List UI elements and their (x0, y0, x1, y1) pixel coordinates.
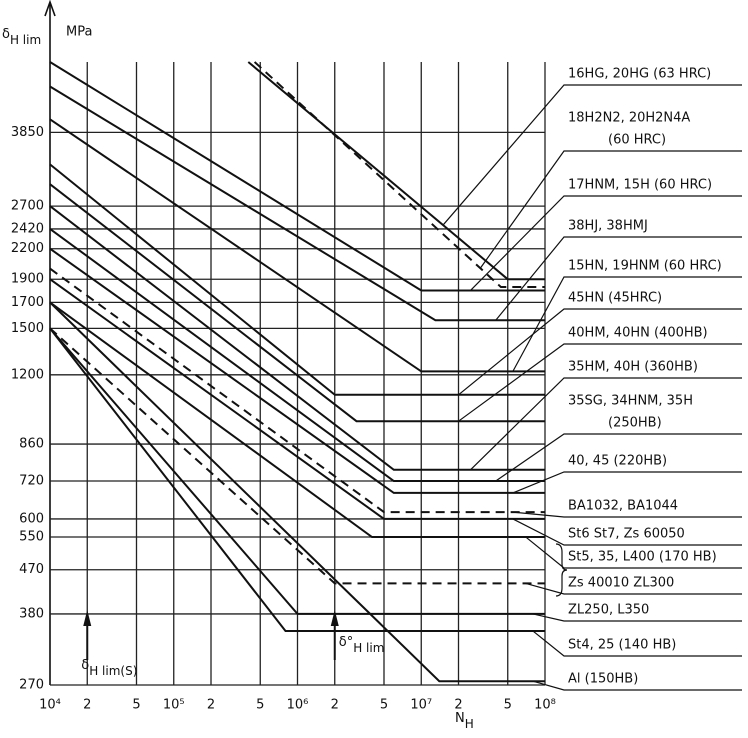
series-label: Al (150HB) (568, 672, 638, 687)
y-tick-label: 3850 (11, 125, 44, 140)
y-axis-arrow (44, 0, 56, 17)
curve (49, 278, 545, 520)
series-label: 15HN, 19HNM (60 HRC) (568, 259, 722, 274)
brace (555, 543, 568, 597)
leader-line (512, 511, 742, 518)
y-tick-label: 2420 (11, 221, 44, 236)
series-label: 17HNM, 15H (60 HRC) (568, 178, 712, 193)
y-axis-title: δH lim (2, 27, 41, 47)
leader-line (532, 613, 742, 622)
curve (49, 267, 545, 514)
y-tick-label: 380 (19, 606, 44, 621)
y-tick-label: 1200 (11, 367, 44, 382)
curve (49, 327, 545, 632)
x-tick-label: 5 (132, 698, 140, 713)
x-tick-label: 2 (83, 698, 91, 713)
annotation-subscript: H lim (353, 641, 384, 655)
annotation: δH lim(S) (81, 658, 137, 678)
x-tick-label: 10⁶ (287, 698, 309, 713)
leader-line (470, 377, 742, 471)
leader-line (512, 518, 742, 546)
x-tick-label: 10⁵ (163, 698, 185, 713)
y-tick-label: 1500 (11, 321, 44, 336)
series-label: ZL250, L350 (568, 603, 649, 618)
leader-line (525, 582, 742, 595)
curve (49, 183, 545, 423)
series-label: St6 St7, Zs 60050 (568, 527, 685, 542)
y-tick-label: 2700 (11, 199, 44, 214)
x-tick-label: 10⁴ (39, 698, 61, 713)
x-tick-label: 5 (380, 698, 388, 713)
x-axis-title: NH (455, 711, 474, 731)
leader-line (495, 236, 742, 321)
series-label: Zs 40010 ZL300 (568, 576, 674, 591)
y-tick-label: 1900 (11, 272, 44, 287)
curve (247, 61, 545, 281)
leader-line (442, 84, 742, 226)
leader-line (512, 276, 742, 372)
curve (49, 61, 545, 292)
x-tick-label: 10⁷ (410, 698, 432, 713)
y-tick-label: 2200 (11, 241, 44, 256)
series-label: 45HN (45HRC) (568, 291, 662, 306)
leader-line (479, 150, 742, 269)
series-label: St4, 25 (140 HB) (568, 638, 676, 653)
leader-line (532, 630, 742, 657)
series-label: 40, 45 (220HB) (568, 454, 667, 469)
y-axis-unit: MPa (66, 25, 92, 40)
leader-line (458, 308, 742, 396)
curve (49, 163, 545, 396)
annotation-arrowhead (83, 610, 92, 626)
x-tick-label: 10⁸ (534, 698, 556, 713)
annotation-symbol: δ° (339, 635, 353, 650)
annotation-subscript: H lim(S) (89, 664, 137, 678)
leader-line (470, 195, 742, 291)
series-label: 38HJ, 38HMJ (568, 219, 648, 234)
x-tick-label: 2 (207, 698, 215, 713)
leader-line (458, 343, 742, 422)
x-axis-title-symbol: N (455, 711, 465, 726)
series-label: 35SG, 34HNM, 35H (568, 394, 693, 409)
x-tick-label: 2 (331, 698, 339, 713)
x-tick-label: 5 (256, 698, 264, 713)
y-tick-label: 720 (19, 474, 44, 489)
y-tick-label: 600 (19, 511, 44, 526)
y-axis-title-symbol: δ (2, 27, 10, 42)
curve (49, 327, 545, 615)
annotation-arrowhead (330, 610, 339, 626)
curve (49, 205, 545, 471)
annotation-symbol: δ (81, 658, 89, 673)
y-tick-label: 1700 (11, 295, 44, 310)
curve (49, 247, 545, 494)
curve (49, 228, 545, 482)
y-axis-title-subscript: H lim (10, 33, 41, 47)
series-label: 16HG, 20HG (63 HRC) (568, 67, 711, 82)
curve (253, 61, 545, 288)
y-tick-label: 860 (19, 437, 44, 452)
y-tick-label: 470 (19, 562, 44, 577)
y-tick-label: 550 (19, 530, 44, 545)
series-label: 18H2N2, 20H2N4A (568, 111, 690, 126)
curve (49, 301, 545, 538)
series-label: (250HB) (608, 416, 662, 431)
series-label: 40HM, 40HN (400HB) (568, 326, 708, 341)
curve (49, 327, 545, 585)
curve (49, 85, 545, 322)
series-label: (60 HRC) (608, 133, 666, 148)
x-tick-label: 2 (454, 698, 462, 713)
x-axis-title-subscript: H (465, 717, 474, 731)
leader-line (525, 536, 742, 569)
leader-line (532, 680, 742, 691)
series-label: BA1032, BA1044 (568, 499, 678, 514)
series-label: 35HM, 40H (360HB) (568, 360, 698, 375)
curve (49, 118, 545, 373)
x-tick-label: 5 (504, 698, 512, 713)
leader-line (512, 471, 742, 494)
leader-line (495, 433, 742, 482)
y-tick-label: 270 (19, 678, 44, 693)
curve (49, 301, 545, 683)
series-label: St5, 35, L400 (170 HB) (568, 550, 717, 565)
annotation: δ°H lim (339, 635, 385, 655)
